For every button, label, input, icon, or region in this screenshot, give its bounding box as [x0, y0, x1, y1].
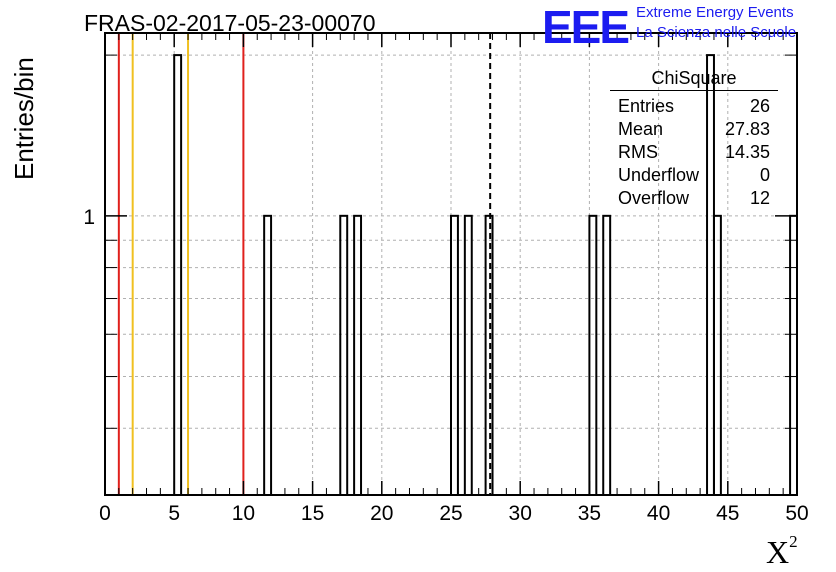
stats-title: ChiSquare: [610, 68, 778, 91]
axis-ticks: [104, 33, 798, 495]
stats-row-entries: Entries 26: [610, 95, 778, 118]
x-tick-label: 5: [168, 502, 180, 525]
stats-value: 14.35: [724, 142, 770, 162]
stats-value: 26: [749, 96, 770, 116]
histogram-bar: [602, 214, 612, 496]
stats-label: Underflow: [618, 165, 700, 185]
histogram-bar: [339, 214, 349, 496]
stats-row-underflow: Underflow 0: [610, 164, 778, 187]
stats-label: Overflow: [618, 188, 690, 208]
x-tick-label: 15: [301, 502, 324, 525]
histogram-bar: [712, 214, 722, 496]
x-tick-label: 10: [232, 502, 255, 525]
y-tick-label: 1: [83, 206, 95, 229]
logo-line-2: La Scienza nelle Scuole: [636, 24, 797, 41]
histogram-bar: [263, 214, 273, 496]
x-tick-label: 50: [785, 502, 808, 525]
tick-labels: 0 5 10 15 20 25 30 35 40 45 50 1: [83, 206, 808, 525]
eee-logo: EEE: [542, 1, 630, 53]
x-tick-label: 40: [647, 502, 670, 525]
histogram-bar: [450, 214, 459, 496]
stats-row-overflow: Overflow 12: [610, 187, 778, 210]
stats-label: RMS: [618, 142, 658, 162]
x-axis-label: X2: [766, 532, 798, 570]
x-tick-label: 30: [509, 502, 532, 525]
x-tick-label: 0: [99, 502, 111, 525]
x-tick-label: 35: [578, 502, 601, 525]
histogram-bar: [484, 214, 494, 496]
x-tick-label: 25: [439, 502, 462, 525]
histogram-bar: [463, 214, 473, 496]
histogram-bar: [353, 214, 363, 496]
stats-label: Mean: [618, 119, 664, 139]
stats-row-rms: RMS 14.35: [610, 141, 778, 164]
logo-line-1: Extreme Energy Events: [636, 4, 794, 21]
x-tick-label: 45: [716, 502, 739, 525]
stats-label: Entries: [618, 96, 675, 116]
histogram-bar: [173, 54, 183, 496]
stats-box: ChiSquare Entries 26 Mean 27.83 RMS 14.3…: [610, 68, 778, 210]
histogram-bar: [789, 214, 799, 496]
reference-lines: [117, 33, 492, 495]
stats-value: 0: [759, 165, 770, 185]
y-axis-label: Entries/bin: [9, 57, 39, 180]
histogram-bar: [588, 214, 598, 496]
stats-value: 12: [749, 188, 770, 208]
stats-row-mean: Mean 27.83: [610, 118, 778, 141]
chart-title: FRAS-02-2017-05-23-00070: [84, 10, 376, 36]
x-tick-label: 20: [370, 502, 393, 525]
stats-value: 27.83: [724, 119, 770, 139]
